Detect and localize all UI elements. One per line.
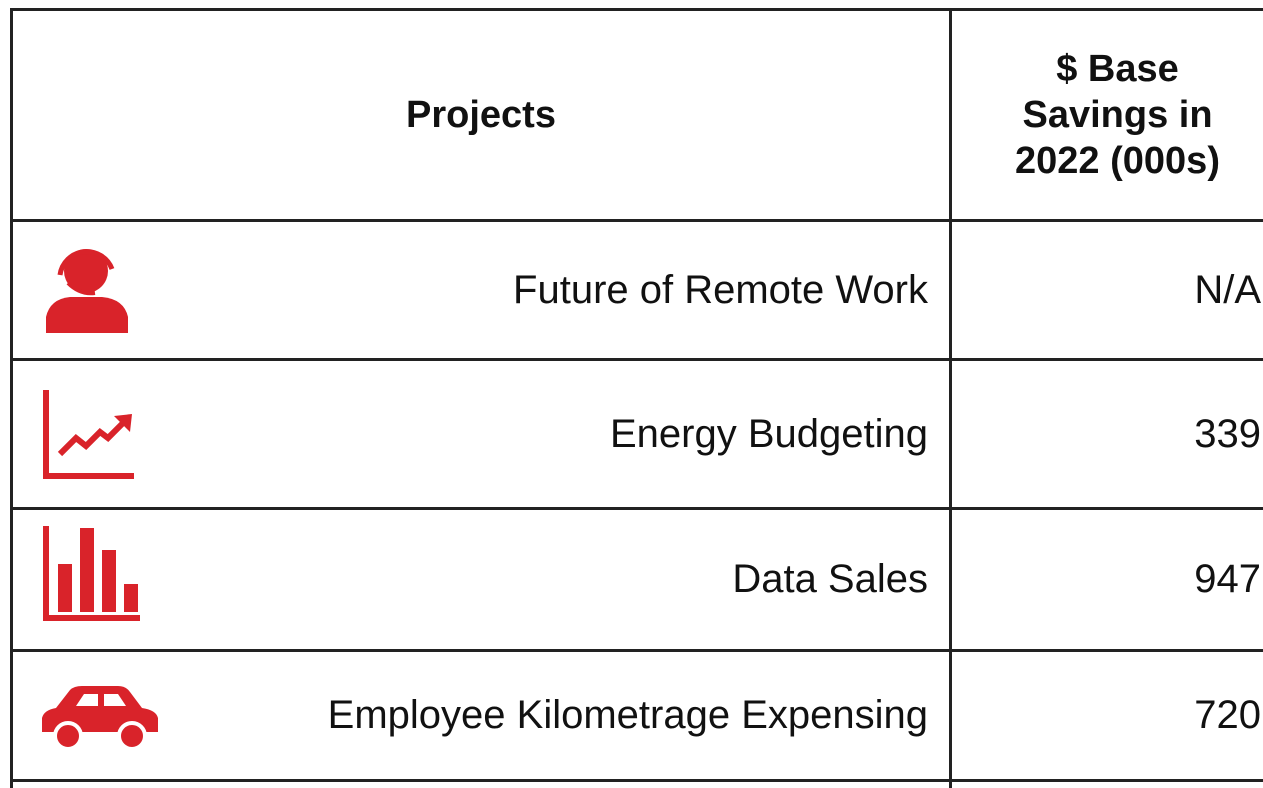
border bbox=[10, 8, 13, 788]
savings: 339 bbox=[1194, 411, 1261, 456]
border bbox=[10, 779, 1263, 782]
car-icon bbox=[42, 686, 158, 751]
savings: N/A bbox=[1194, 267, 1261, 312]
headset-icon bbox=[46, 249, 128, 333]
header-cell: Projects bbox=[406, 94, 556, 136]
trend-icon bbox=[43, 390, 134, 479]
savings: 947 bbox=[1194, 557, 1261, 601]
bars-icon bbox=[43, 526, 140, 621]
border bbox=[10, 507, 1263, 510]
project-name: Future of Remote Work bbox=[513, 267, 928, 312]
border bbox=[949, 8, 952, 788]
border bbox=[10, 219, 1263, 222]
header-cell: $ Base Savings in 2022 (000s) bbox=[1015, 48, 1220, 182]
border bbox=[10, 358, 1263, 361]
border bbox=[10, 649, 1263, 652]
border bbox=[10, 8, 1263, 11]
project-name: Data Sales bbox=[732, 557, 928, 601]
project-name: Employee Kilometrage Expensing bbox=[327, 693, 928, 737]
project-name: Energy Budgeting bbox=[609, 411, 928, 456]
savings: 720 bbox=[1194, 693, 1261, 737]
